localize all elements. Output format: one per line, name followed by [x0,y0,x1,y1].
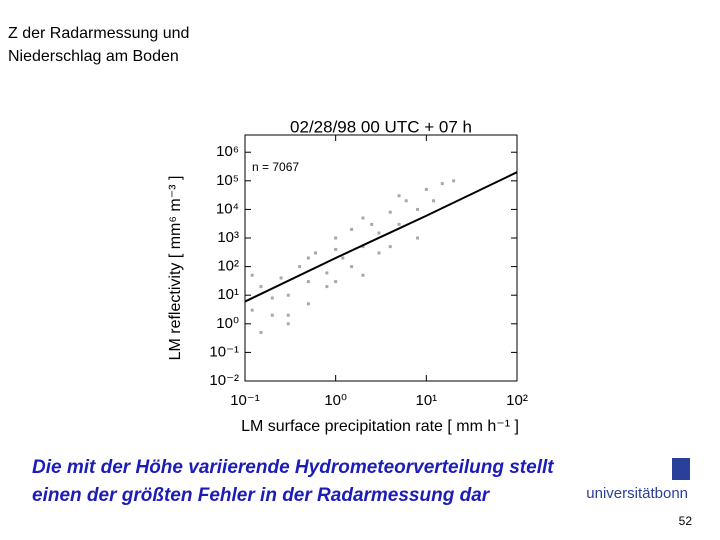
plot-frame [244,134,518,382]
data-point [298,265,302,269]
data-point [361,216,365,220]
caption-line: Die mit der Höhe variierende Hydrometeor… [32,457,554,478]
logo-icon [672,458,690,480]
data-point [452,179,456,183]
data-point [334,280,338,284]
data-point [432,199,436,203]
y-tick-label: 10⁻² [209,372,239,389]
slide-title-line: Z der Radarmessung und [8,25,189,42]
x-tick-label: 10² [506,392,528,409]
data-point [416,207,420,211]
data-point [397,222,401,226]
data-point [424,187,428,191]
chart-title: 02/28/98 00 UTC + 07 h [290,117,472,136]
data-point [325,271,329,275]
data-point [306,302,310,306]
data-point [334,247,338,251]
data-point [388,210,392,214]
y-tick-label: 10¹ [217,286,239,303]
data-point [361,245,365,249]
data-point [397,194,401,198]
data-point [440,182,444,186]
caption-line: einen der größten Fehler in der Radarmes… [32,485,491,506]
y-tick-label: 10⁴ [216,200,239,217]
y-tick-label: 10² [217,258,239,275]
data-point [250,273,254,277]
data-point [270,296,274,300]
data-point [306,280,310,284]
annotation: n = 7067 [252,160,299,174]
data-point [388,245,392,249]
data-point [325,285,329,289]
data-point [279,276,283,280]
data-point [377,231,381,235]
logo: universitätbonn [586,485,688,502]
data-point [259,330,263,334]
y-tick-label: 10⁶ [216,143,239,160]
y-tick-label: 10³ [217,229,239,246]
data-point [334,236,338,240]
page-number: 52 [679,514,693,528]
slide-title-line: Niederschlag am Boden [8,48,179,65]
data-point [306,256,310,260]
data-point [270,313,274,317]
data-point [286,293,290,297]
data-point [259,285,263,289]
data-point [350,227,354,231]
x-tick-label: 10⁰ [324,392,347,409]
data-point [416,236,420,240]
x-axis-label: LM surface precipitation rate [ mm h⁻¹ ] [241,418,519,435]
data-point [314,251,318,255]
data-point [377,251,381,255]
fit-line [244,171,518,303]
data-point [350,265,354,269]
data-point [286,322,290,326]
data-point [404,199,408,203]
x-tick-label: 10⁻¹ [230,392,260,409]
y-tick-label: 10⁰ [216,315,239,332]
y-tick-label: 10⁻¹ [209,343,239,360]
data-point [250,308,254,312]
data-point [361,273,365,277]
data-point [341,256,345,260]
y-axis-label: LM reflectivity [ mm⁶ m⁻³ ] [167,176,184,361]
x-tick-label: 10¹ [415,392,437,409]
y-tick-label: 10⁵ [216,172,239,189]
data-point [370,222,374,226]
data-point [286,313,290,317]
